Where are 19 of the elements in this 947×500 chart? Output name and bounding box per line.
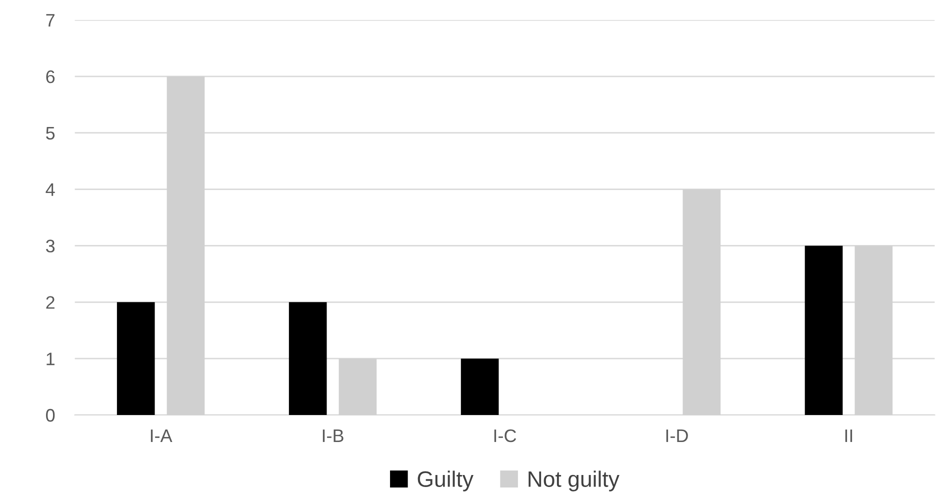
- y-tick-label: 3: [46, 240, 55, 252]
- x-tick-label: I-D: [666, 430, 688, 442]
- y-tick-label: 1: [46, 352, 54, 366]
- bar: [460, 358, 499, 415]
- legend-label: Not guilty: [528, 470, 620, 492]
- y-tick-label: 0: [46, 408, 55, 422]
- y-tick-label: 6: [46, 70, 55, 84]
- y-tick-label: 2: [46, 296, 54, 309]
- x-tick-label: I-A: [150, 430, 172, 442]
- y-tick-label: 5: [46, 126, 55, 140]
- y-tick-label: 7: [46, 14, 54, 27]
- x-tick-label: II: [845, 430, 852, 442]
- bar: [116, 302, 155, 415]
- x-tick-label: I-B: [322, 430, 344, 442]
- y-tick-label: 4: [46, 183, 55, 196]
- legend-label: Guilty: [418, 470, 474, 492]
- bar: [804, 246, 843, 415]
- bar: [288, 302, 327, 415]
- x-tick-label: I-C: [494, 429, 516, 442]
